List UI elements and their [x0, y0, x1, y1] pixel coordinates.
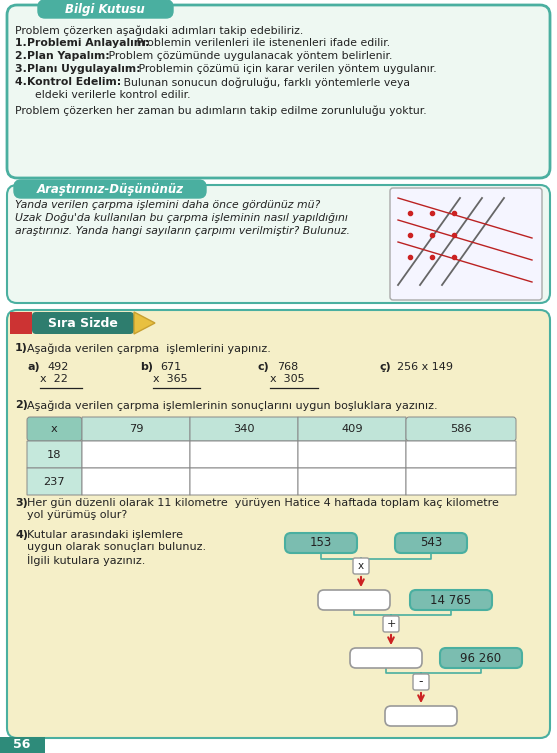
Text: Kutular arasındaki işlemlere: Kutular arasındaki işlemlere — [27, 530, 183, 540]
Text: 237: 237 — [43, 477, 65, 486]
Text: 768: 768 — [277, 362, 298, 372]
Polygon shape — [134, 312, 155, 334]
Text: +: + — [387, 619, 395, 629]
FancyBboxPatch shape — [385, 706, 457, 726]
FancyBboxPatch shape — [27, 417, 82, 441]
Text: 96 260: 96 260 — [461, 651, 501, 664]
Text: 671: 671 — [160, 362, 181, 372]
Text: Planı Uygulayalım:: Planı Uygulayalım: — [27, 64, 140, 74]
FancyBboxPatch shape — [318, 590, 390, 610]
Text: 2.: 2. — [15, 51, 31, 61]
Text: Aşağıda verilen çarpma  işlemlerini yapınız.: Aşağıda verilen çarpma işlemlerini yapın… — [27, 343, 271, 353]
Text: a): a) — [27, 362, 40, 372]
Text: yol yürümüş olur?: yol yürümüş olur? — [27, 510, 127, 520]
FancyBboxPatch shape — [38, 0, 173, 18]
Text: c): c) — [258, 362, 270, 372]
Text: 256 x 149: 256 x 149 — [397, 362, 453, 372]
Text: Plan Yapalım:: Plan Yapalım: — [27, 51, 110, 61]
Text: x  305: x 305 — [270, 374, 305, 384]
Text: 18: 18 — [47, 450, 62, 459]
Text: 340: 340 — [233, 424, 255, 434]
Text: araştırınız. Yanda hangi sayıların çarpımı verilmiştir? Bulunuz.: araştırınız. Yanda hangi sayıların çarpı… — [15, 226, 350, 236]
Text: Yanda verilen çarpma işlemini daha önce gördünüz mü?: Yanda verilen çarpma işlemini daha önce … — [15, 200, 320, 210]
Text: Sıra Sizde: Sıra Sizde — [48, 316, 118, 330]
Text: 492: 492 — [47, 362, 69, 372]
Text: 1): 1) — [15, 343, 28, 353]
Text: Aşağıda verilen çarpma işlemlerinin sonuçlarını uygun boşluklara yazınız.: Aşağıda verilen çarpma işlemlerinin sonu… — [27, 400, 438, 410]
FancyBboxPatch shape — [14, 180, 206, 198]
Text: -: - — [419, 675, 423, 688]
FancyBboxPatch shape — [82, 468, 190, 495]
FancyBboxPatch shape — [27, 468, 82, 495]
FancyBboxPatch shape — [7, 185, 550, 303]
Text: Bilgi Kutusu: Bilgi Kutusu — [65, 2, 145, 16]
Text: 1.: 1. — [15, 38, 31, 48]
Text: 586: 586 — [450, 424, 472, 434]
Text: x: x — [358, 561, 364, 571]
FancyBboxPatch shape — [383, 616, 399, 632]
FancyBboxPatch shape — [190, 417, 298, 441]
Text: x  22: x 22 — [40, 374, 68, 384]
Text: 56: 56 — [13, 739, 31, 751]
FancyBboxPatch shape — [413, 674, 429, 690]
Text: x  365: x 365 — [153, 374, 188, 384]
FancyBboxPatch shape — [395, 533, 467, 553]
Text: eldeki verilerle kontrol edilir.: eldeki verilerle kontrol edilir. — [35, 90, 190, 100]
Bar — [10, 312, 32, 334]
Text: 3): 3) — [15, 498, 28, 508]
FancyBboxPatch shape — [298, 441, 406, 468]
FancyBboxPatch shape — [298, 468, 406, 495]
FancyBboxPatch shape — [7, 5, 550, 178]
FancyBboxPatch shape — [298, 417, 406, 441]
Text: Uzak Doğu'da kullanılan bu çarpma işleminin nasıl yapıldığını: Uzak Doğu'da kullanılan bu çarpma işlemi… — [15, 213, 348, 223]
FancyBboxPatch shape — [353, 558, 369, 574]
FancyBboxPatch shape — [440, 648, 522, 668]
FancyBboxPatch shape — [32, 312, 134, 334]
Text: 4): 4) — [15, 530, 28, 540]
Text: x: x — [51, 424, 58, 434]
Text: Problem çözerken aşağıdaki adımları takip edebiliriz.: Problem çözerken aşağıdaki adımları taki… — [15, 25, 303, 35]
FancyBboxPatch shape — [406, 417, 516, 441]
Text: 79: 79 — [129, 424, 143, 434]
Text: 4.: 4. — [15, 77, 31, 87]
Text: Problemin verilenleri ile istenenleri ifade edilir.: Problemin verilenleri ile istenenleri if… — [133, 38, 390, 48]
Text: 3.: 3. — [15, 64, 31, 74]
FancyBboxPatch shape — [410, 590, 492, 610]
FancyBboxPatch shape — [285, 533, 357, 553]
FancyBboxPatch shape — [190, 468, 298, 495]
Text: b): b) — [140, 362, 153, 372]
FancyBboxPatch shape — [82, 441, 190, 468]
Text: İlgili kutulara yazınız.: İlgili kutulara yazınız. — [27, 554, 145, 566]
FancyBboxPatch shape — [27, 441, 82, 468]
FancyBboxPatch shape — [406, 441, 516, 468]
Text: Araştırınız-Düşününüz: Araştırınız-Düşününüz — [36, 182, 184, 196]
Text: Problemi Anlayalım:: Problemi Anlayalım: — [27, 38, 149, 48]
Text: 14 765: 14 765 — [431, 593, 472, 606]
Text: Kontrol Edelim:: Kontrol Edelim: — [27, 77, 121, 87]
FancyBboxPatch shape — [7, 310, 550, 738]
Text: 543: 543 — [420, 536, 442, 550]
FancyBboxPatch shape — [82, 417, 190, 441]
Text: Bulunan sonucun doğruluğu, farklı yöntemlerle veya: Bulunan sonucun doğruluğu, farklı yöntem… — [120, 77, 410, 87]
Text: Problem çözerken her zaman bu adımların takip edilme zorunluluğu yoktur.: Problem çözerken her zaman bu adımların … — [15, 105, 427, 115]
FancyBboxPatch shape — [350, 648, 422, 668]
Text: 409: 409 — [341, 424, 363, 434]
Text: 153: 153 — [310, 536, 332, 550]
Bar — [0, 737, 45, 753]
Text: Her gün düzenli olarak 11 kilometre  yürüyen Hatice 4 haftada toplam kaç kilomet: Her gün düzenli olarak 11 kilometre yürü… — [27, 498, 499, 508]
Text: 2): 2) — [15, 400, 28, 410]
FancyBboxPatch shape — [406, 468, 516, 495]
FancyBboxPatch shape — [390, 188, 542, 300]
Text: ç): ç) — [380, 362, 392, 372]
FancyBboxPatch shape — [190, 441, 298, 468]
Text: Problem çözümünde uygulanacak yöntem belirlenir.: Problem çözümünde uygulanacak yöntem bel… — [105, 51, 392, 61]
Text: uygun olarak sonuçları bulunuz.: uygun olarak sonuçları bulunuz. — [27, 542, 206, 552]
Text: Problemin çözümü için karar verilen yöntem uygulanır.: Problemin çözümü için karar verilen yönt… — [135, 64, 437, 74]
